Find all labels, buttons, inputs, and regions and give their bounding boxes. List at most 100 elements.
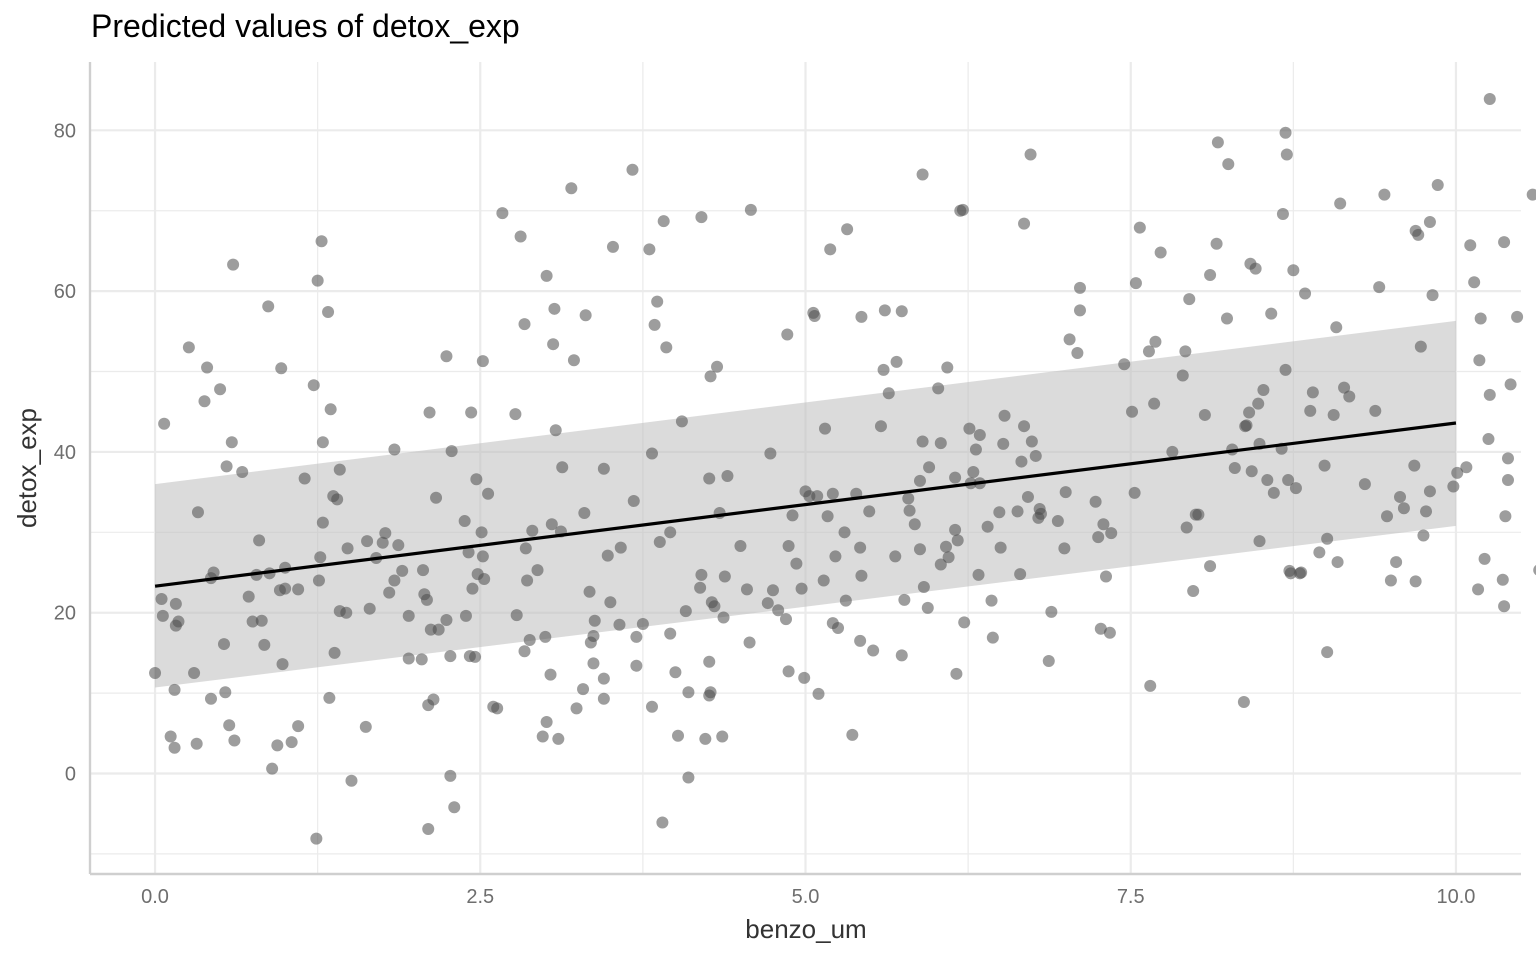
data-point [1100, 570, 1113, 583]
data-point [246, 615, 259, 628]
data-point [1073, 304, 1086, 317]
data-point [716, 730, 729, 743]
data-point [956, 203, 969, 216]
data-point [740, 583, 753, 596]
data-point [578, 507, 591, 520]
data-point [1243, 406, 1256, 419]
data-point [1501, 474, 1514, 487]
data-point [168, 741, 181, 754]
data-point [1321, 532, 1334, 545]
data-point [950, 667, 963, 680]
data-point [376, 536, 389, 549]
data-point [587, 657, 600, 670]
data-point [779, 613, 792, 626]
data-point [645, 700, 658, 713]
data-point [703, 472, 716, 485]
data-point [613, 618, 626, 631]
data-point [190, 737, 203, 750]
data-point [1423, 215, 1436, 228]
data-point [998, 409, 1011, 422]
data-point [808, 310, 821, 323]
data-point [1192, 508, 1205, 521]
data-point [811, 490, 824, 503]
data-point [601, 549, 614, 562]
data-point [939, 540, 952, 553]
data-point [772, 604, 785, 617]
data-point [1058, 542, 1071, 555]
data-point [913, 474, 926, 487]
data-point [1024, 148, 1037, 161]
data-point [645, 447, 658, 460]
data-point [552, 732, 565, 745]
data-point [207, 566, 220, 579]
data-point [1451, 466, 1464, 479]
data-point [1257, 384, 1270, 397]
data-point [476, 550, 489, 563]
data-point [1063, 333, 1076, 346]
data-point [462, 546, 475, 559]
data-point [1210, 237, 1223, 250]
data-point [548, 302, 561, 315]
data-point [1473, 354, 1486, 367]
data-point [379, 527, 392, 540]
data-point [228, 734, 241, 747]
data-point [1222, 158, 1235, 171]
data-point [1179, 345, 1192, 358]
data-point [340, 606, 353, 619]
data-point [656, 816, 669, 829]
data-point [1042, 654, 1055, 667]
data-point [331, 493, 344, 506]
data-point [470, 473, 483, 486]
data-point [913, 543, 926, 556]
data-point [444, 769, 457, 782]
data-point [198, 395, 211, 408]
data-point [1034, 507, 1047, 520]
data-point [236, 466, 249, 479]
data-point [1245, 465, 1258, 478]
data-point [718, 570, 731, 583]
data-point [916, 168, 929, 181]
x-axis-title: benzo_um [745, 914, 866, 944]
tick-labels: 0.0 2.5 5.0 7.5 10.0 0 20 40 60 80 [54, 120, 1476, 908]
data-point [396, 564, 409, 577]
data-point [923, 461, 936, 474]
data-point [427, 693, 440, 706]
axes [88, 62, 1521, 876]
data-point [630, 630, 643, 643]
data-point [285, 736, 298, 749]
data-point [1021, 490, 1034, 503]
data-point [164, 730, 177, 743]
data-point [1126, 405, 1139, 418]
data-point [1496, 573, 1509, 586]
data-point [917, 580, 930, 593]
data-point [223, 719, 236, 732]
data-point [1261, 474, 1274, 487]
data-point [539, 630, 552, 643]
data-point [958, 616, 971, 629]
data-point [1358, 478, 1371, 491]
data-point [311, 274, 324, 287]
data-point [855, 569, 868, 582]
data-point [1092, 531, 1105, 544]
data-point [279, 582, 292, 595]
data-point [322, 306, 335, 319]
data-point [1240, 419, 1253, 432]
data-point [478, 572, 491, 585]
data-point [795, 582, 808, 595]
data-point [1327, 408, 1340, 421]
data-point [669, 666, 682, 679]
data-point [985, 594, 998, 607]
data-point [1499, 510, 1512, 523]
data-point [841, 223, 854, 236]
data-point [614, 541, 627, 554]
data-point [981, 520, 994, 533]
data-point [782, 665, 795, 678]
data-point [839, 594, 852, 607]
data-point [1343, 390, 1356, 403]
data-point [518, 318, 531, 331]
data-point [1029, 449, 1042, 462]
data-point [392, 539, 405, 552]
data-point [547, 338, 560, 351]
data-point [672, 729, 685, 742]
data-point [1468, 276, 1481, 289]
